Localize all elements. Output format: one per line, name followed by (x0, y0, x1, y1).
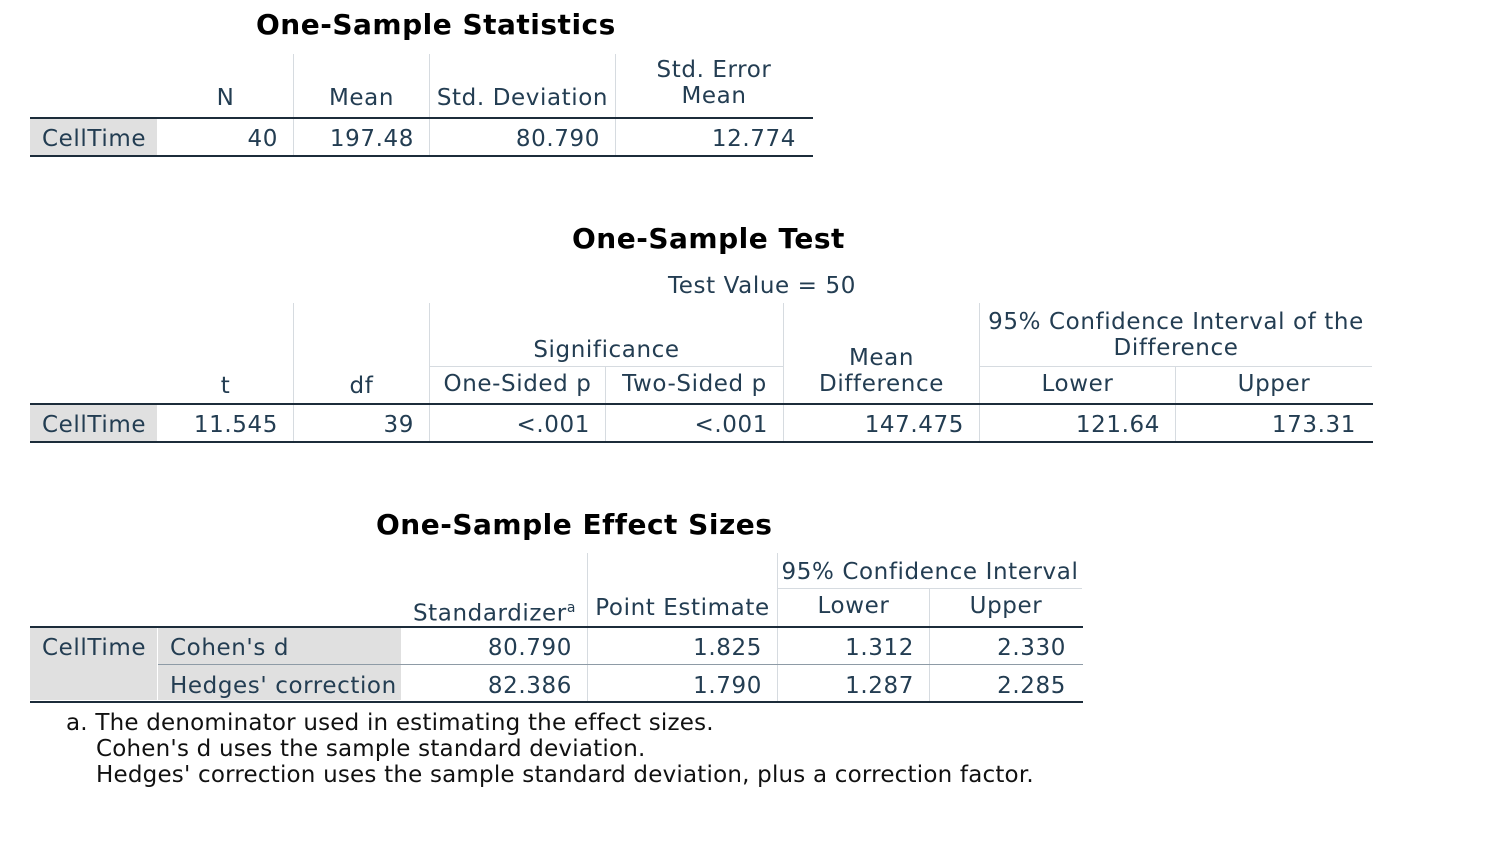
divider (778, 588, 1082, 589)
test-cell-two-sided: <.001 (694, 412, 768, 438)
test-bottom-rule (30, 441, 1373, 443)
stats-cell-sd: 80.790 (515, 126, 600, 152)
effect-group-label-bg (30, 628, 157, 700)
stats-cell-n: 40 (247, 126, 278, 152)
effect-cell-point: 1.790 (693, 673, 762, 699)
effect-header-point: Point Estimate (595, 595, 770, 621)
divider (615, 54, 616, 156)
test-row-label: CellTime (42, 412, 147, 438)
effect-header-lower: Lower (817, 593, 890, 619)
test-header-rule (30, 403, 1373, 405)
test-value-label: Test Value = 50 (668, 273, 856, 299)
test-header-mean-diff-line2: Difference (819, 371, 944, 397)
effect-bottom-rule (30, 701, 1083, 703)
stats-row-label-bg (30, 119, 157, 155)
test-cell-df: 39 (383, 412, 414, 438)
effect-header-standardizer: Standardizera (412, 600, 577, 627)
footnote-line: Hedges' correction uses the sample stand… (96, 762, 1034, 788)
effect-title: One-Sample Effect Sizes (376, 508, 773, 541)
effect-header-ci: 95% Confidence Interval (781, 559, 1079, 585)
effect-header-upper: Upper (969, 593, 1043, 619)
divider (293, 303, 294, 442)
stats-header-n: N (216, 85, 235, 111)
test-title: One-Sample Test (572, 222, 845, 255)
test-header-two-sided: Two-Sided p (622, 371, 767, 397)
divider (429, 54, 430, 156)
footnote-line: a. The denominator used in estimating th… (66, 710, 714, 736)
divider (783, 303, 784, 442)
effect-row-label: Hedges' correction (170, 673, 397, 699)
test-header-significance: Significance (533, 337, 680, 363)
stats-header-se-line2: Mean (681, 83, 747, 109)
test-cell-lower: 121.64 (1075, 412, 1160, 438)
test-cell-mean-diff: 147.475 (864, 412, 964, 438)
effect-cell-lower: 1.287 (845, 673, 914, 699)
stats-bottom-rule (30, 155, 813, 157)
test-cell-upper: 173.31 (1271, 412, 1356, 438)
test-cell-t: 11.545 (193, 412, 278, 438)
stats-title: One-Sample Statistics (256, 8, 616, 41)
stats-header-rule (30, 117, 813, 119)
effect-cell-lower: 1.312 (845, 635, 914, 661)
test-row-label-bg (30, 405, 157, 441)
effect-cell-upper: 2.285 (997, 673, 1066, 699)
stats-cell-mean: 197.48 (329, 126, 414, 152)
footnote-marker: a (566, 600, 577, 616)
footnote-line: Cohen's d uses the sample standard devia… (96, 736, 646, 762)
test-header-df: df (349, 373, 374, 399)
effect-row-label: Cohen's d (170, 635, 290, 661)
test-header-one-sided: One-Sided p (443, 371, 592, 397)
test-header-lower: Lower (1041, 371, 1114, 397)
test-cell-one-sided: <.001 (516, 412, 590, 438)
test-header-mean-diff-line1: Mean (848, 345, 915, 371)
test-header-t: t (220, 373, 231, 399)
effect-cell-standardizer: 82.386 (487, 673, 572, 699)
divider (429, 303, 430, 442)
stats-header-mean: Mean (328, 85, 395, 111)
effect-group-label: CellTime (42, 635, 147, 661)
stats-header-se-line1: Std. Error (656, 57, 772, 83)
effect-row-separator (158, 664, 1083, 665)
stats-row-label: CellTime (42, 126, 147, 152)
effect-cell-upper: 2.330 (997, 635, 1066, 661)
divider (979, 303, 980, 442)
divider (929, 589, 930, 701)
test-header-ci-line2: Difference (1113, 335, 1239, 361)
divider (293, 54, 294, 156)
effect-cell-point: 1.825 (693, 635, 762, 661)
stats-cell-se: 12.774 (711, 126, 796, 152)
test-header-ci-line1: 95% Confidence Interval of the (988, 309, 1364, 335)
divider (980, 366, 1372, 367)
test-header-upper: Upper (1237, 371, 1311, 397)
effect-cell-standardizer: 80.790 (487, 635, 572, 661)
stats-header-sd: Std. Deviation (436, 85, 609, 111)
divider (430, 366, 783, 367)
effect-header-rule (30, 626, 1083, 628)
